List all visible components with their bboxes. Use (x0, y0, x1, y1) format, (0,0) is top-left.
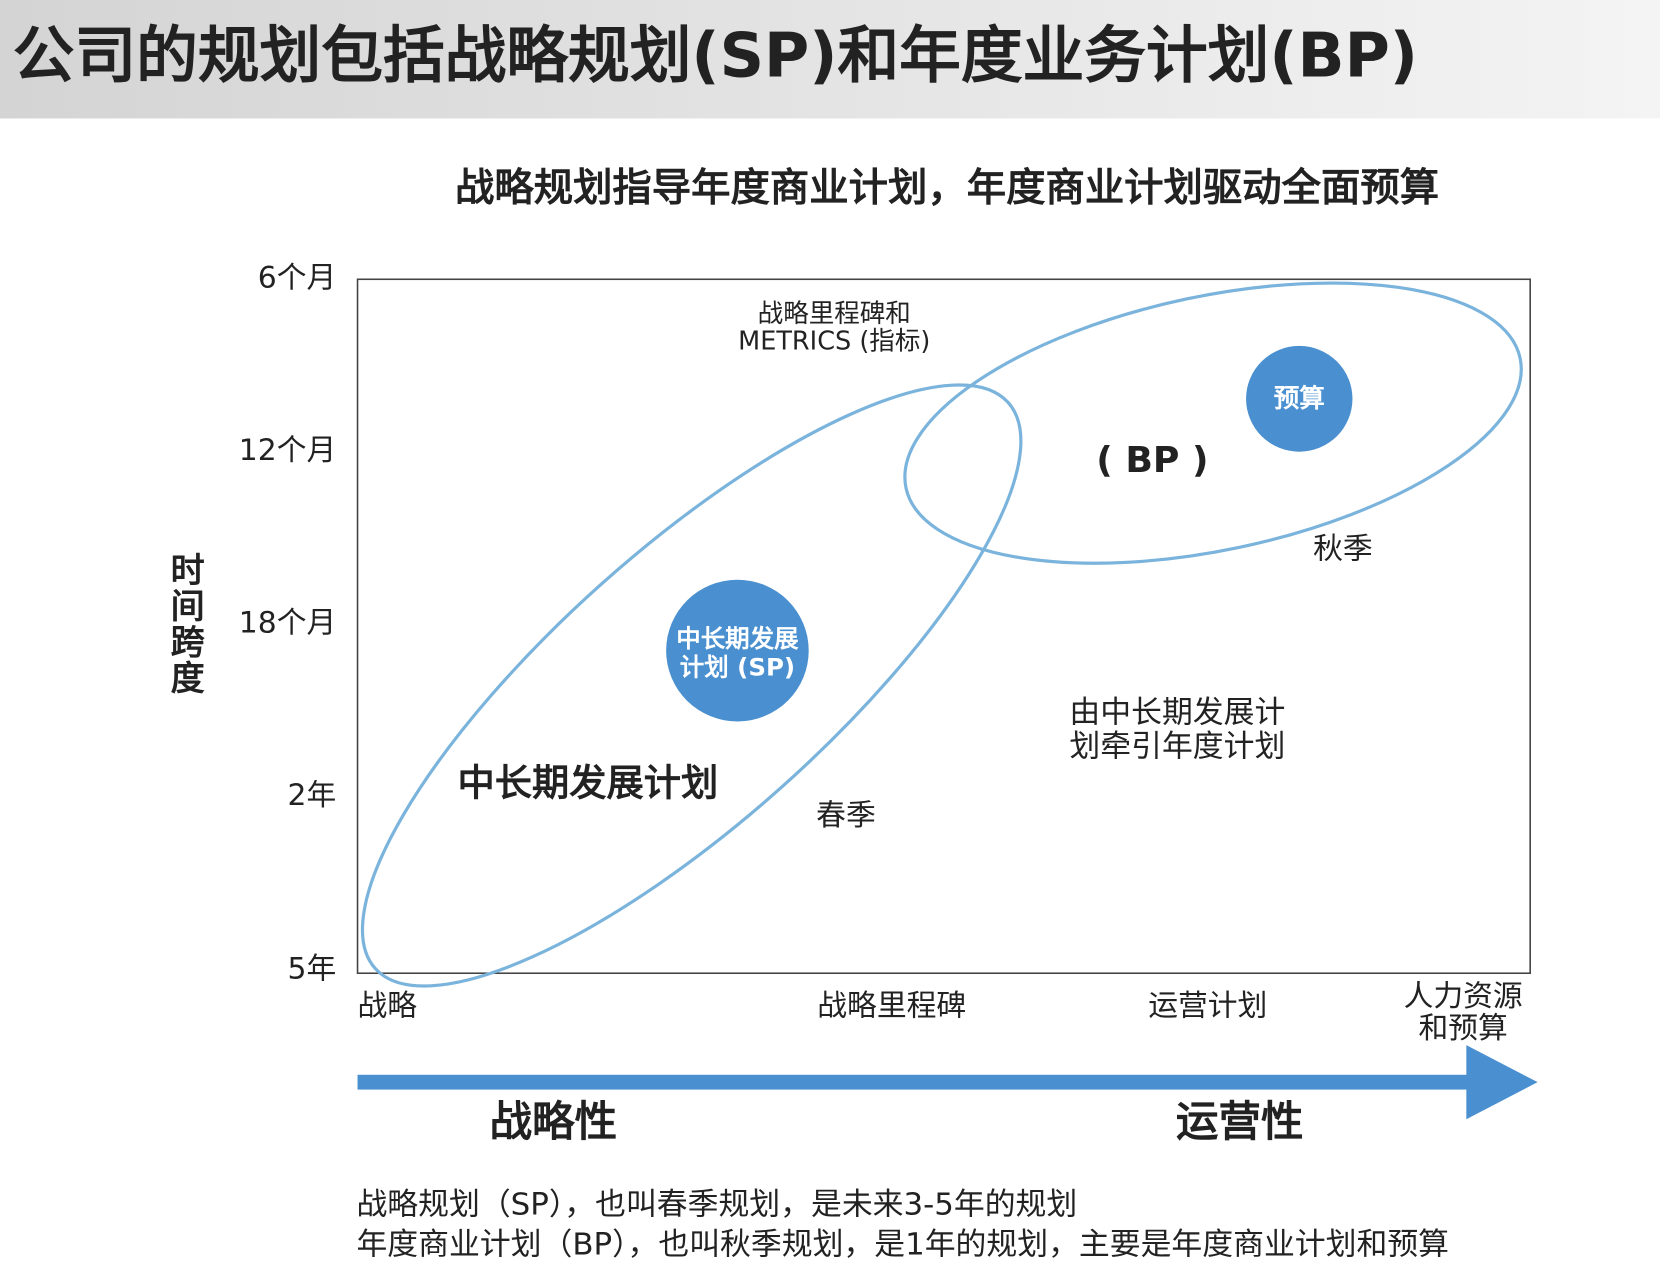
plot-frame (356, 278, 1531, 975)
y-tick-label: 18个月 (239, 606, 336, 641)
annotation: 春季 (816, 798, 876, 833)
annotation: 中长期发展计划 (458, 761, 719, 804)
bp-ellipse (903, 281, 1523, 565)
budget-circle (1246, 345, 1353, 452)
arrow-head (1466, 1045, 1538, 1120)
node-label: 计划 (SP) (680, 653, 795, 682)
annotation: METRICS (指标) (738, 327, 930, 357)
footer-line: 战略规划（SP），也叫春季规划，是未来3-5年的规划 (356, 1187, 1077, 1223)
annotation: 战略里程碑和 (758, 299, 911, 329)
annotation: ( BP ) (1096, 439, 1208, 481)
arrow-label: 运营性 (1176, 1098, 1304, 1147)
node-label: 预算 (1274, 384, 1325, 414)
x-tick-label: 人力资源 (1404, 979, 1523, 1014)
x-tick-label: 战略 (358, 989, 418, 1024)
arrow-shaft (357, 1074, 1470, 1090)
annotation: 划牵引年度计划 (1069, 728, 1285, 764)
footer-line: 年度商业计划（BP），也叫秋季规划，是1年的规划，主要是年度商业计划和预算 (356, 1227, 1449, 1263)
header-band (0, 0, 1660, 119)
arrow-label: 战略性 (490, 1098, 618, 1147)
annotation: 秋季 (1313, 532, 1373, 567)
title: 公司的规划包括战略规划(SP)和年度业务计划(BP) (13, 19, 1418, 91)
sp-ellipse (360, 383, 1023, 988)
x-tick-label: 运营计划 (1148, 989, 1267, 1024)
y-tick-label: 12个月 (239, 433, 336, 468)
y-tick-label: 2年 (288, 778, 337, 813)
y-tick-label: 6个月 (258, 261, 336, 296)
annotation: 由中长期发展计 (1069, 695, 1285, 731)
x-tick-label: 战略里程碑 (817, 989, 966, 1024)
sp-circle (666, 579, 809, 722)
subtitle: 战略规划指导年度商业计划，年度商业计划驱动全面预算 (455, 165, 1439, 211)
y-axis-label: 时间跨度 (164, 552, 204, 696)
x-tick-label: 和预算 (1418, 1011, 1507, 1046)
y-tick-label: 5年 (288, 952, 337, 987)
node-label: 中长期发展 (676, 624, 799, 653)
